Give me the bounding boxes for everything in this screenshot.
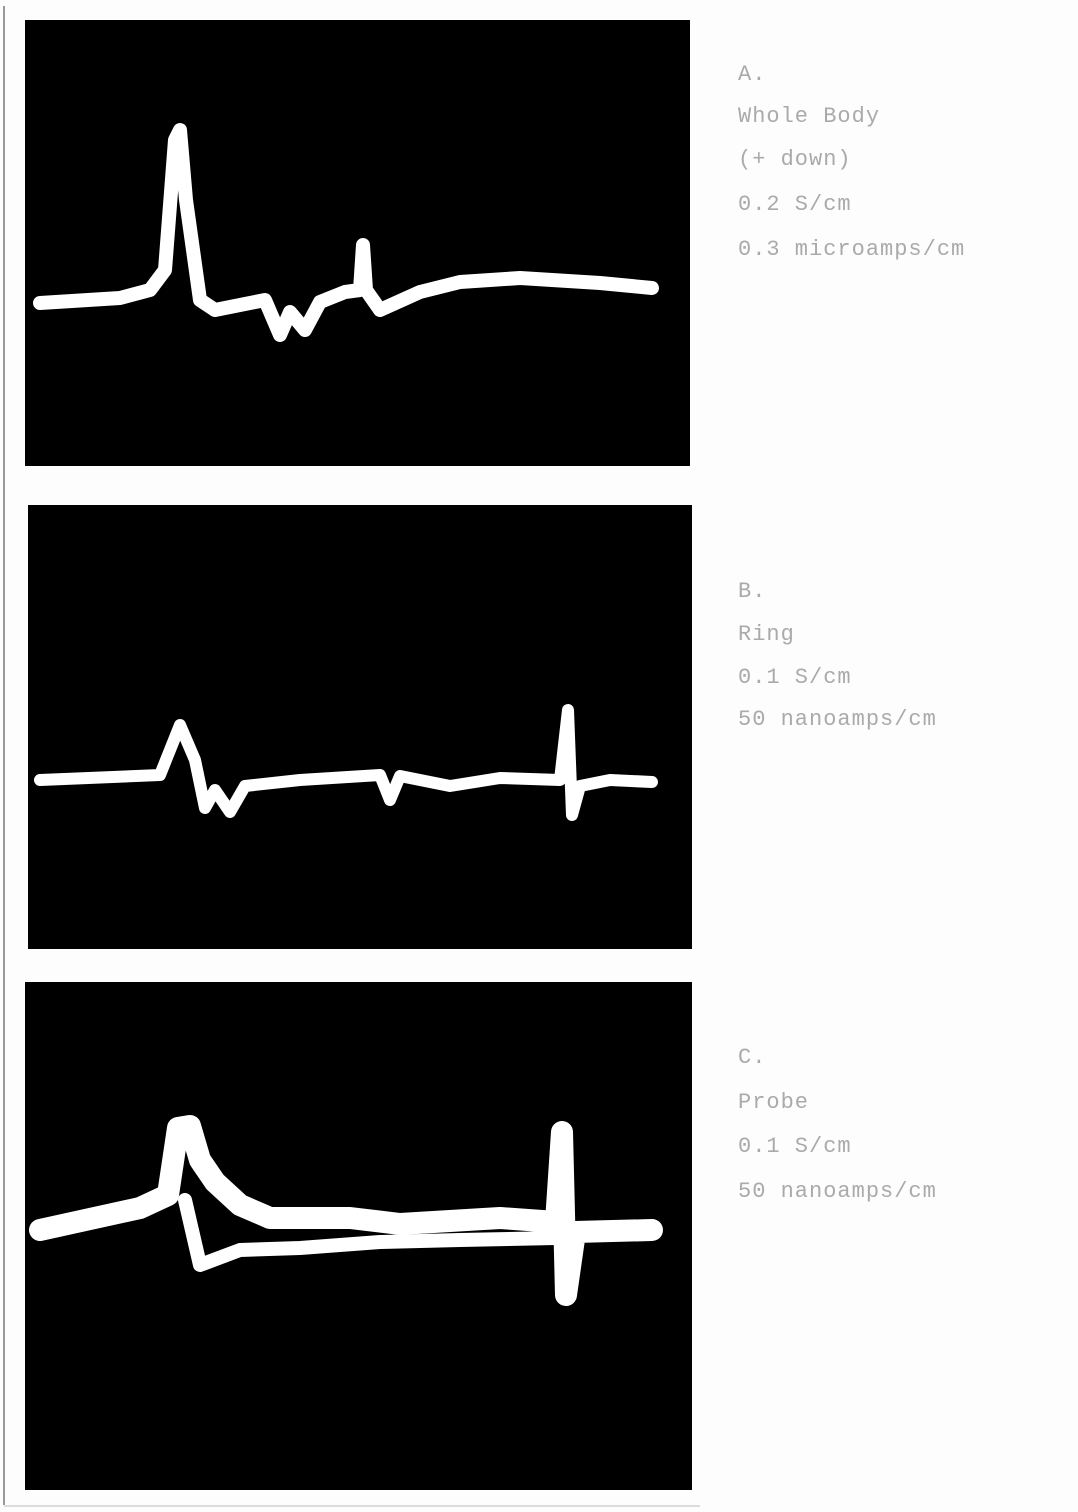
panel-letter: B. — [738, 579, 766, 604]
panel-label: 50 nanoamps/cm — [738, 707, 937, 732]
panel-label: 0.2 S/cm — [738, 192, 852, 217]
panel-label: Ring — [738, 622, 795, 647]
waveform — [178, 1193, 563, 1272]
waveform — [29, 1115, 663, 1306]
panel-label: 0.3 microamps/cm — [738, 237, 965, 262]
panel-label: (+ down) — [738, 147, 852, 172]
panel-letter: C. — [738, 1045, 766, 1070]
panel-label: 50 nanoamps/cm — [738, 1179, 937, 1204]
panel-letter: A. — [738, 62, 766, 87]
panel-label: 0.1 S/cm — [738, 665, 852, 690]
oscilloscope-photo — [28, 505, 692, 949]
panel-label: 0.1 S/cm — [738, 1134, 852, 1159]
panel-label: Probe — [738, 1090, 809, 1115]
panel-label: Whole Body — [738, 104, 880, 129]
waveform — [34, 704, 658, 821]
waveform — [33, 123, 659, 342]
